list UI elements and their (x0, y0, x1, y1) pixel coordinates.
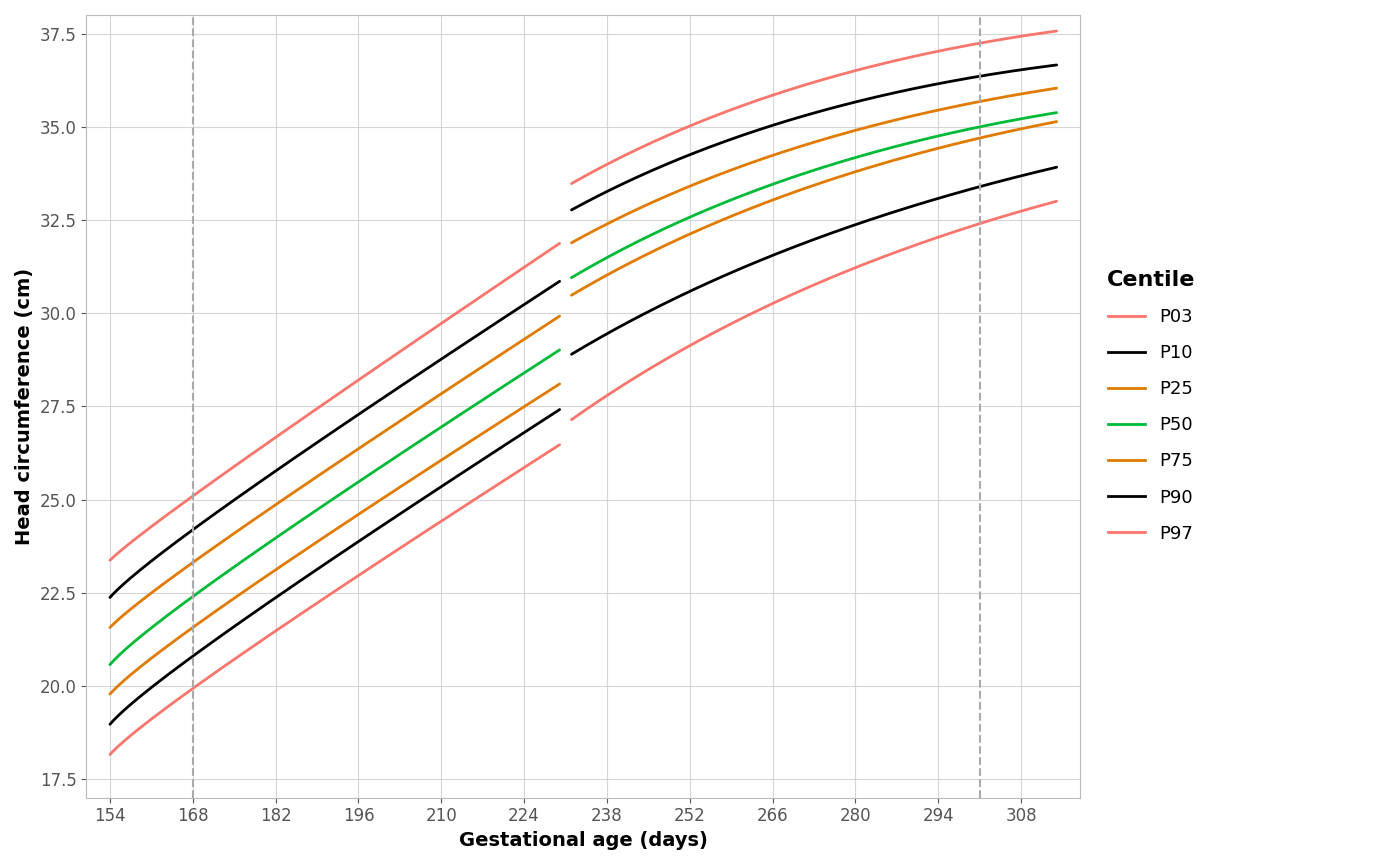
Legend: P03, P10, P25, P50, P75, P90, P97: P03, P10, P25, P50, P75, P90, P97 (1099, 263, 1203, 550)
X-axis label: Gestational age (days): Gestational age (days) (459, 831, 708, 850)
Y-axis label: Head circumference (cm): Head circumference (cm) (15, 268, 34, 545)
